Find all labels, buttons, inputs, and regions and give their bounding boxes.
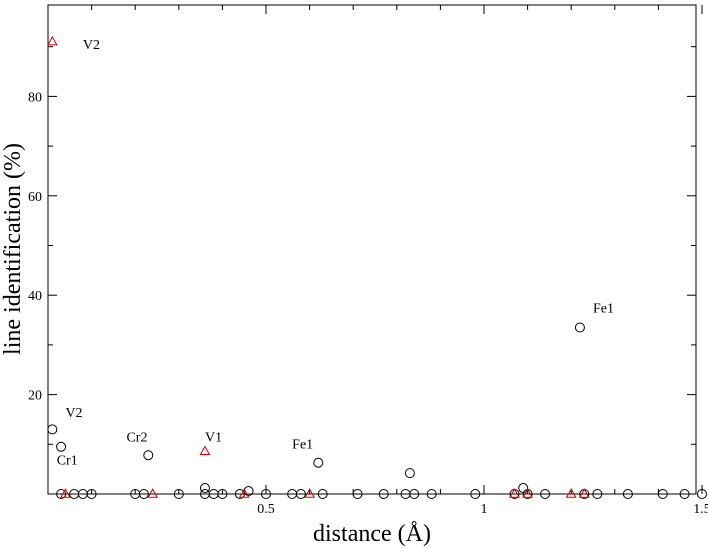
data-point-triangle — [522, 488, 533, 498]
data-point-circle — [574, 322, 585, 333]
data-point-circle — [470, 489, 481, 499]
data-point-circle — [426, 489, 437, 499]
data-point-triangle — [47, 35, 58, 46]
y-tick-label: 80 — [28, 90, 42, 105]
data-point-circle — [409, 489, 420, 499]
x-tick-label: 0.5 — [257, 502, 275, 517]
point-annotation: Fe1 — [593, 302, 614, 317]
point-annotation: V2 — [65, 406, 82, 421]
data-point-circle — [592, 489, 603, 499]
annotations: V2Fe1Ti1V2Cr2V1Fe1Cr1 — [57, 38, 614, 469]
data-point-circle — [173, 489, 184, 499]
data-point-circle — [697, 489, 707, 499]
data-point-circle — [243, 486, 254, 497]
data-point-triangle — [147, 488, 158, 498]
point-annotation: V2 — [83, 38, 100, 53]
data-point-circle — [378, 489, 389, 499]
data-point-triangle — [578, 488, 590, 498]
data-marks — [47, 35, 707, 499]
data-point-circle — [56, 489, 67, 499]
data-point-circle — [317, 489, 328, 499]
x-tick-label: 1.5 — [693, 502, 708, 517]
point-annotation: Fe1 — [292, 437, 313, 452]
point-annotation: Cr2 — [126, 430, 147, 445]
data-point-circle — [138, 489, 149, 499]
data-point-circle — [622, 489, 633, 499]
y-tick-label: 20 — [28, 389, 42, 404]
data-point-circle — [657, 489, 668, 499]
point-annotation: V1 — [205, 430, 222, 445]
data-point-circle — [261, 489, 271, 499]
x-tick-label: 1 — [481, 502, 488, 517]
y-tick-label: 40 — [28, 289, 42, 304]
x-axis-title: distance (Å) — [313, 521, 431, 547]
data-point-triangle — [60, 488, 71, 498]
data-point-circle — [295, 489, 306, 499]
point-annotation: Cr1 — [57, 454, 78, 469]
data-point-circle — [86, 489, 97, 499]
data-point-triangle — [199, 445, 211, 455]
data-point-circle — [56, 441, 67, 452]
data-point-circle — [199, 483, 210, 494]
data-point-circle — [540, 489, 551, 499]
data-point-circle — [234, 489, 245, 499]
data-point-triangle — [238, 488, 250, 498]
plot-frame — [47, 4, 697, 495]
data-point-circle — [313, 457, 324, 468]
y-axis-title: line identification (%) — [0, 143, 26, 355]
data-point-triangle — [565, 488, 577, 498]
y-tick-label: 60 — [28, 190, 42, 205]
data-point-circle — [352, 489, 363, 499]
data-point-triangle — [304, 488, 315, 498]
data-point-circle — [47, 424, 58, 435]
data-point-circle — [679, 489, 690, 499]
data-point-circle — [217, 489, 228, 499]
data-point-circle — [404, 468, 415, 479]
data-point-circle — [143, 450, 154, 461]
data-point-triangle — [509, 488, 520, 498]
